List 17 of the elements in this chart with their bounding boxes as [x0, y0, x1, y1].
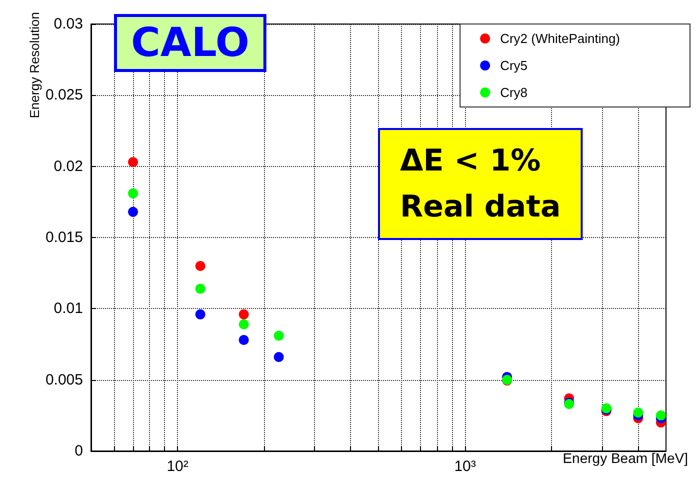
- y-tick-label: 0.01: [54, 300, 83, 318]
- y-tick-label: 0.015: [45, 229, 83, 246]
- y-tick-label: 0.005: [45, 371, 83, 388]
- y-tick-label: 0.03: [54, 16, 83, 32]
- y-tick-label: 0.02: [54, 158, 83, 175]
- y-tick-label: 0: [74, 442, 83, 460]
- y-axis-title: Energy Resolution: [27, 12, 42, 118]
- annotation: ΔE < 1%: [400, 144, 541, 178]
- annotation: Real data: [400, 190, 561, 224]
- y-tick-label: 0.025: [45, 86, 83, 104]
- legend-label: Cry5: [500, 58, 528, 73]
- x-axis-title: Energy Beam [MeV]: [562, 450, 688, 466]
- annotation: CALO: [131, 20, 250, 66]
- x-tick-label: 10³: [454, 458, 476, 475]
- legend-label: Cry2 (WhitePainting): [500, 31, 620, 46]
- legend-label: Cry8: [500, 85, 528, 100]
- x-tick-label: 10²: [166, 458, 188, 475]
